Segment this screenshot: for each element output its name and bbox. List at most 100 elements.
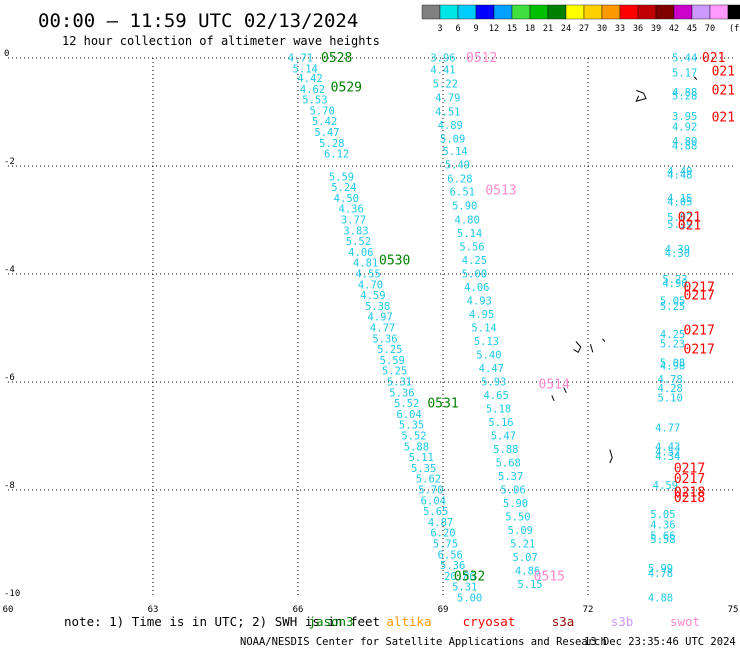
colorbar-swatch (421, 4, 441, 20)
series-swot: 3.964.415.224.794.514.895.095.145.496.28… (430, 53, 542, 592)
colorbar-swatch (601, 4, 621, 20)
data-point-label: 4.41 (430, 64, 455, 76)
data-point-label: 5.06 (500, 485, 525, 497)
colorbar-swatch (673, 4, 693, 20)
data-point-label: 5.68 (496, 458, 521, 470)
data-point-label: 4.36 (339, 204, 364, 216)
data-point-label: 4.97 (368, 312, 393, 324)
satellite-legend-cryosat: cryosat (463, 614, 516, 629)
data-point-label: 5.08 (660, 358, 685, 370)
data-point-label: 5.37 (498, 471, 523, 483)
data-point-label: 4.86 (515, 566, 540, 578)
colorbar-label: 24 (561, 24, 571, 34)
data-point-label: 5.52 (346, 236, 371, 248)
data-point-label: 6.51 (450, 186, 475, 198)
data-point-label: 5.31 (387, 377, 412, 389)
x-tick-label: 75 (728, 605, 739, 615)
data-point-label: 4.87 (428, 517, 453, 529)
track-label: 021 (678, 210, 701, 225)
colorbar-swatch (511, 4, 531, 20)
data-point-label: 5.02 (667, 212, 692, 224)
data-point-label: 5.16 (488, 417, 513, 429)
track-label: 0217 (674, 472, 705, 487)
plot-area: 60 63 66 69 72 750-2-4-6-8-104.715.144.424.62… (3, 49, 739, 615)
data-point-label: 4.77 (370, 323, 395, 335)
data-point-label: 5.56 (459, 242, 484, 254)
colorbar-label: 9 (473, 24, 478, 34)
data-point-label: 4.50 (334, 193, 359, 205)
data-point-label: 5.00 (457, 593, 482, 605)
track-label: 021 (712, 110, 735, 125)
data-point-label: 4.55 (355, 269, 380, 281)
data-point-label: 5.15 (517, 579, 542, 591)
data-point-label: 6.28 (447, 173, 472, 185)
data-point-label: 6.20 (430, 528, 455, 540)
track-label: 0514 (539, 378, 570, 393)
data-point-label: 4.47 (479, 363, 504, 375)
colorbar-swatch (655, 4, 675, 20)
data-point-label: 4.25 (462, 255, 487, 267)
data-point-label: 5.90 (452, 200, 477, 212)
data-point-label: 4.28 (658, 383, 683, 395)
data-point-label: 4.95 (469, 309, 494, 321)
satellite-legend-swot: swot (670, 614, 700, 629)
data-point-label: 4.93 (467, 296, 492, 308)
track-label: 021 (712, 65, 735, 80)
colorbar-swatch (439, 4, 459, 20)
data-point-label: 5.31 (452, 582, 477, 594)
data-point-label: 4.05 (667, 197, 692, 209)
data-point-label: 4.80 (455, 215, 480, 227)
data-point-label: 5.25 (660, 301, 685, 313)
track-label: 0532 (454, 569, 485, 584)
colorbar-swatch (619, 4, 639, 20)
data-point-label: 5.09 (440, 134, 465, 146)
data-point-label: 5.88 (493, 444, 518, 456)
data-point-label: 5.66 (650, 530, 675, 542)
satellite-legend-jason3: jason3 (308, 614, 353, 629)
footer-note: note: 1) Time is in UTC; 2) SWH is in fe… (64, 614, 380, 629)
data-point-label: 4.78 (648, 568, 673, 580)
data-point-label: 4.36 (650, 520, 675, 532)
track-label: 0513 (485, 183, 516, 198)
data-point-label: 4.48 (667, 170, 692, 182)
data-point-label: 5.25 (382, 366, 407, 378)
y-tick-label: -6 (4, 373, 15, 383)
colorbar-label: 3 (437, 24, 442, 34)
track-label: 0218 (674, 486, 705, 501)
data-point-label: 5.75 (433, 539, 458, 551)
data-point-label: 5.59 (380, 355, 405, 367)
data-point-label: 5.36 (389, 387, 414, 399)
data-point-label: 4.70 (358, 279, 383, 291)
data-point-label: 5.28 (319, 138, 344, 150)
colorbar-swatch (475, 4, 495, 20)
data-point-label: 4.06 (348, 247, 373, 259)
data-point-label: 4.59 (653, 480, 678, 492)
track-label: 0217 (674, 461, 705, 476)
data-point-label: 5.58 (650, 534, 675, 546)
data-point-label: 5.14 (471, 323, 496, 335)
colorbar-label: 30 (597, 24, 607, 34)
timestamp-text: 13 Dec 23:35:46 UTC 2024 (584, 636, 736, 648)
data-point-label: 5.05 (660, 296, 685, 308)
y-tick-label: -8 (4, 481, 15, 491)
data-point-label: 4.49 (667, 166, 692, 178)
data-point-label: 5.40 (476, 350, 501, 362)
colorbar-label: 45 (687, 24, 697, 34)
data-point-label: 5.17 (672, 68, 697, 80)
data-point-label: 3.96 (430, 53, 455, 65)
footer: note: 1) Time is in UTC; 2) SWH is in fe… (64, 614, 736, 648)
data-point-label: 5.36 (372, 333, 397, 345)
series-jason3: 4.715.144.424.625.535.705.425.475.286.12… (288, 53, 482, 605)
chart-title: 00:00 – 11:59 UTC 02/13/2024 (38, 10, 358, 32)
track-label: 0530 (379, 254, 410, 269)
data-point-label: 4.80 (672, 136, 697, 148)
data-point-label: 5.70 (310, 105, 335, 117)
data-point-label: 5.47 (491, 431, 516, 443)
satellite-legend-s3b: s3b (611, 614, 634, 629)
colorbar-swatch (457, 4, 477, 20)
track-label: 021 (712, 83, 735, 98)
y-tick-label: -10 (4, 589, 20, 599)
colorbar-swatch (529, 4, 549, 20)
